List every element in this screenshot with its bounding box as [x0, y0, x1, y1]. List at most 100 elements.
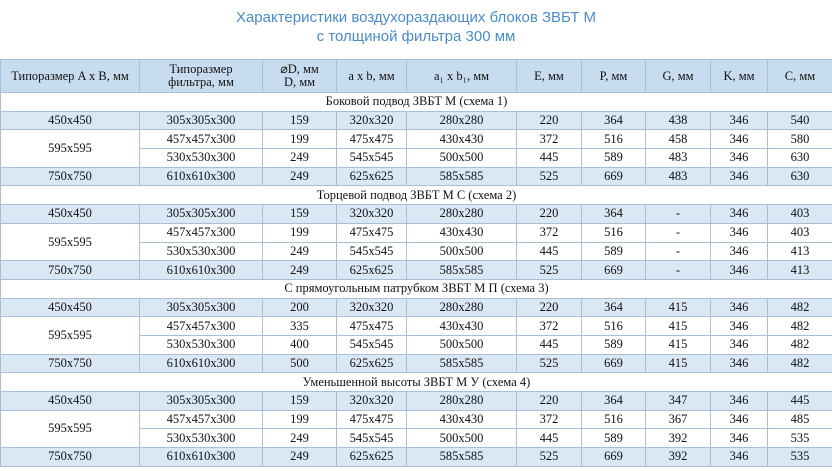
- header-line: P, мм: [599, 68, 628, 83]
- cell: 199: [262, 222, 337, 243]
- cell: 589: [581, 148, 646, 168]
- section-title: С прямоугольным патрубком ЗВБТ М П (схем…: [0, 278, 832, 299]
- cell: 610x610x300: [139, 166, 263, 187]
- cell: 589: [581, 241, 646, 262]
- cell: 585x585: [406, 447, 517, 467]
- cell: 372: [516, 129, 582, 150]
- cell: 430x430: [406, 316, 517, 336]
- cell: 475x475: [336, 409, 407, 430]
- cell: 669: [581, 353, 646, 374]
- data-row: 450x450 305x305x300 200 320x320 280x280 220 36…: [0, 297, 832, 318]
- column-header: C, мм: [767, 59, 832, 93]
- size-cell: 450x450: [0, 204, 140, 224]
- cell: 413: [767, 260, 832, 280]
- cell: 457x457x300: [139, 129, 263, 150]
- cell: 630: [767, 148, 832, 168]
- column-header: a₁ x b₁, мм: [406, 59, 517, 93]
- cell: 249: [262, 428, 337, 449]
- cell: 199: [262, 129, 337, 150]
- cell: 220: [516, 110, 582, 131]
- cell: 445: [516, 334, 582, 355]
- cell: 585x585: [406, 353, 517, 374]
- cell: 530x530x300: [139, 428, 263, 449]
- cell: 400: [262, 334, 337, 355]
- size-cell: 595x595: [0, 409, 140, 449]
- cell: 475x475: [336, 129, 407, 150]
- cell: 346: [710, 110, 768, 131]
- cell: 438: [645, 110, 711, 131]
- cell: 346: [710, 391, 768, 411]
- data-row: 530x530x300 249 545x545 500x500 445 589 483 346…: [1, 148, 832, 168]
- header-line: Типоразмер A x B, мм: [11, 68, 129, 83]
- data-row: 450x450 305x305x300 159 320x320 280x280 220 36…: [0, 391, 832, 411]
- header-line: K, мм: [723, 68, 755, 83]
- cell: 372: [516, 409, 582, 430]
- cell: 346: [710, 204, 768, 224]
- data-row: 450x450 305x305x300 159 320x320 280x280 220 36…: [0, 204, 832, 224]
- cell: 346: [710, 222, 768, 243]
- size-cell: 750x750: [0, 353, 140, 374]
- cell: 249: [262, 148, 337, 168]
- cell: 346: [710, 353, 768, 374]
- cell: 249: [262, 260, 337, 280]
- cell: 199: [262, 409, 337, 430]
- cell: 413: [767, 241, 832, 262]
- cell: 610x610x300: [139, 353, 263, 374]
- cell: 280x280: [406, 297, 517, 318]
- cell: 535: [767, 428, 832, 449]
- cell: 525: [516, 166, 582, 187]
- cell: 482: [767, 353, 832, 374]
- column-header: K, мм: [710, 59, 768, 93]
- data-row: 595x595 457x457x300 199 475x475 430x430 372 51…: [0, 129, 832, 168]
- cell: 585x585: [406, 166, 517, 187]
- size-cell: 595x595: [0, 316, 140, 355]
- cell: 392: [645, 428, 711, 449]
- size-cell: 750x750: [0, 447, 140, 467]
- cell: 630: [767, 166, 832, 187]
- cell: 249: [262, 166, 337, 187]
- data-row: 750x750 610x610x300 249 625x625 585x585 525 66…: [0, 447, 832, 467]
- section-row: С прямоугольным патрубком ЗВБТ М П (схем…: [0, 278, 832, 299]
- column-header: G, мм: [645, 59, 711, 93]
- cell: 346: [710, 260, 768, 280]
- data-row: 750x750 610x610x300 249 625x625 585x585 525 66…: [0, 260, 832, 280]
- cell: 346: [710, 428, 768, 449]
- cell: 280x280: [406, 110, 517, 131]
- cell: 525: [516, 447, 582, 467]
- cell: 445: [516, 148, 582, 168]
- cell: 346: [710, 334, 768, 355]
- cell: 415: [645, 334, 711, 355]
- cell: 516: [581, 129, 646, 150]
- cell: 200: [262, 297, 337, 318]
- spec-table: Типоразмер A x B, мм Типоразмер фильтра, м…: [0, 59, 832, 467]
- cell: 346: [710, 409, 768, 430]
- title: Характеристики воздухораздающих блоков З…: [0, 8, 832, 46]
- cell: 403: [767, 222, 832, 243]
- cell: 445: [767, 391, 832, 411]
- header-line: фильтра, мм: [168, 75, 234, 89]
- cell: 364: [581, 110, 646, 131]
- cell: 346: [710, 166, 768, 187]
- cell: 545x545: [336, 428, 407, 449]
- cell: 320x320: [336, 204, 407, 224]
- size-cell: 450x450: [0, 297, 140, 318]
- cell: 445: [516, 428, 582, 449]
- cell: 430x430: [406, 409, 517, 430]
- cell: 475x475: [336, 316, 407, 336]
- column-header: Типоразмер A x B, мм: [0, 59, 140, 93]
- cell: 500: [262, 353, 337, 374]
- cell: 220: [516, 204, 582, 224]
- cell: 305x305x300: [139, 297, 263, 318]
- cell: 346: [710, 316, 768, 336]
- header-line: Типоразмер: [169, 62, 233, 76]
- cell: 482: [767, 316, 832, 336]
- cell: 305x305x300: [139, 110, 263, 131]
- data-row: 750x750 610x610x300 500 625x625 585x585 525 66…: [0, 353, 832, 374]
- cell: 346: [710, 129, 768, 150]
- cell: 535: [767, 447, 832, 467]
- cell: 625x625: [336, 447, 407, 467]
- cell: 457x457x300: [139, 316, 263, 336]
- cell: -: [645, 260, 711, 280]
- cell: 525: [516, 260, 582, 280]
- section-title: Боковой подвод ЗВБТ М (схема 1): [0, 92, 832, 112]
